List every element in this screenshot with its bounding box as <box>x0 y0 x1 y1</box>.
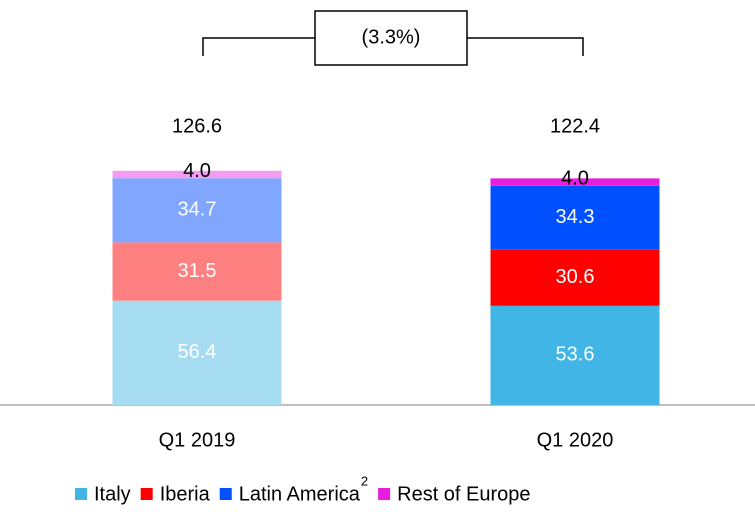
legend-swatch <box>75 488 87 500</box>
legend-swatch <box>378 488 391 500</box>
bar-segment <box>112 242 282 301</box>
legend-label: Italy <box>94 483 131 505</box>
legend-label: Rest of Europe <box>397 483 530 505</box>
data-label: 34.7 <box>178 199 217 221</box>
legend-label: Latin America <box>239 483 361 505</box>
total-label: 122.4 <box>550 115 600 137</box>
bar-segment <box>112 178 282 243</box>
bar-segment <box>490 305 660 405</box>
legend-superscript: 2 <box>361 473 368 488</box>
bar-segment <box>490 249 660 306</box>
bar-segment <box>112 300 282 405</box>
total-label: 126.6 <box>172 115 222 137</box>
bar-segment <box>490 185 660 250</box>
data-label: 34.3 <box>556 206 595 228</box>
legend-label: Iberia <box>160 483 211 505</box>
data-label: 56.4 <box>178 341 217 363</box>
data-label: 4.0 <box>561 168 589 190</box>
data-label: 4.0 <box>183 160 211 182</box>
change-bracket <box>202 37 584 56</box>
x-tick-label: Q1 2020 <box>537 429 614 451</box>
data-label: 53.6 <box>556 344 595 366</box>
data-label: 30.6 <box>556 266 595 288</box>
annotation: (3.3%) <box>362 26 421 48</box>
annotation-box <box>314 10 468 66</box>
x-tick-label: Q1 2019 <box>159 429 236 451</box>
bar-segment <box>490 178 660 186</box>
data-label: 31.5 <box>178 260 217 282</box>
legend-swatch <box>219 488 232 500</box>
legend-swatch <box>140 488 153 500</box>
bar-segment <box>112 170 282 179</box>
